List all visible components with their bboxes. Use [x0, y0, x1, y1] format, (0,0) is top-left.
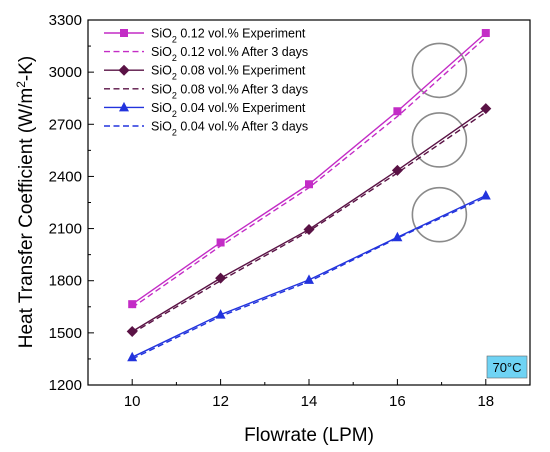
y-tick-label: 3000 [49, 64, 82, 81]
series-lines [126, 29, 492, 362]
y-axis-label-main: Heat Transfer Coefficient (W/m [16, 88, 37, 348]
legend-label-prefix: SiO [151, 120, 172, 134]
temperature-badge-bg [486, 355, 528, 379]
highlight-circle [411, 186, 468, 243]
y-tick-label: 2700 [49, 116, 82, 133]
highlight-circle [411, 112, 468, 168]
legend-label-subscript: 2 [172, 72, 177, 82]
legend-label-rest: 0.04 vol.% After 3 days [177, 120, 308, 134]
legend-entry-2: SiO2 0.08 vol.% Experiment [104, 64, 306, 82]
legend-label-prefix: SiO [151, 82, 172, 96]
data-point [127, 351, 138, 362]
data-point [391, 164, 403, 176]
legend-label: SiO2 0.12 vol.% Experiment [151, 27, 306, 45]
y-tick-label: 3300 [49, 12, 82, 29]
data-point [215, 272, 227, 284]
series-0 [128, 29, 490, 309]
x-axis-label: Flowrate (LPM) [244, 425, 374, 446]
legend-label-subscript: 2 [172, 35, 177, 45]
legend-entry-4: SiO2 0.04 vol.% Experiment [104, 101, 306, 119]
data-point [393, 107, 402, 116]
series-5 [131, 196, 487, 360]
legend-label-prefix: SiO [151, 101, 172, 115]
data-point [305, 180, 313, 189]
series-4 [127, 190, 491, 362]
legend-entry-0: SiO2 0.12 vol.% Experiment [104, 27, 306, 45]
x-tick-label: 16 [389, 393, 406, 410]
highlight-circle [411, 42, 468, 99]
y-axis-label: Heat Transfer Coefficient (W/m2-K) [14, 56, 37, 348]
series-1 [131, 36, 487, 309]
x-tick-label: 10 [124, 393, 141, 410]
data-point [128, 300, 137, 309]
legend-label-rest: 0.08 vol.% After 3 days [177, 82, 308, 96]
legend-swatch-marker [120, 29, 128, 37]
legend-label: SiO2 0.12 vol.% After 3 days [151, 45, 308, 63]
legend-label: SiO2 0.04 vol.% After 3 days [151, 120, 308, 138]
y-tick-label: 2400 [49, 168, 82, 185]
series-line [131, 36, 487, 309]
highlight-circles [411, 42, 468, 243]
legend-label-prefix: SiO [151, 27, 172, 41]
legend-entry-3: SiO2 0.08 vol.% After 3 days [104, 82, 308, 100]
data-point [480, 103, 492, 115]
y-axis-label-superscript: 2 [14, 81, 28, 88]
y-tick-label: 2100 [49, 221, 82, 238]
x-tick-label: 18 [477, 393, 494, 410]
legend-label-subscript: 2 [172, 109, 177, 119]
legend-label-rest: 0.04 vol.% Experiment [177, 101, 306, 115]
data-point [126, 325, 138, 337]
axis-ticks: 10 12 14 16 18 1200 1500 1800 2100 2400 2700 3000 33… [49, 12, 531, 410]
data-point [216, 238, 225, 247]
legend-label: SiO2 0.08 vol.% After 3 days [151, 82, 308, 100]
x-tick-label: 14 [301, 393, 318, 410]
temperature-badge: 70°C [486, 355, 528, 379]
legend-swatch-marker [119, 101, 129, 112]
y-tick-label: 1800 [49, 273, 82, 290]
legend-label: SiO2 0.04 vol.% Experiment [151, 101, 306, 119]
legend-label: SiO2 0.08 vol.% Experiment [151, 64, 306, 82]
legend-label-subscript: 2 [172, 128, 177, 138]
data-point [215, 309, 226, 319]
y-axis-label-unit: -K) [16, 56, 37, 81]
legend-label-prefix: SiO [151, 45, 172, 59]
temperature-badge-text: 70°C [492, 360, 521, 375]
legend-label-rest: 0.08 vol.% Experiment [177, 64, 306, 78]
legend-label-rest: 0.12 vol.% Experiment [177, 27, 306, 41]
x-tick-label: 12 [212, 393, 229, 410]
data-point [481, 29, 490, 38]
data-point [304, 274, 314, 284]
y-tick-label: 1200 [49, 377, 82, 394]
legend-label-subscript: 2 [172, 90, 177, 100]
legend-label-prefix: SiO [151, 64, 172, 78]
data-point [480, 190, 491, 200]
series-2 [126, 103, 492, 337]
legend-entry-5: SiO2 0.04 vol.% After 3 days [104, 120, 308, 138]
legend-entry-1: SiO2 0.12 vol.% After 3 days [104, 45, 308, 63]
legend-label-subscript: 2 [172, 53, 177, 63]
legend-label-rest: 0.12 vol.% After 3 days [177, 45, 308, 59]
series-line [131, 196, 487, 360]
y-tick-label: 1500 [49, 325, 82, 342]
legend-swatch-marker [118, 64, 130, 76]
series-3 [131, 111, 487, 334]
series-line [131, 111, 487, 334]
